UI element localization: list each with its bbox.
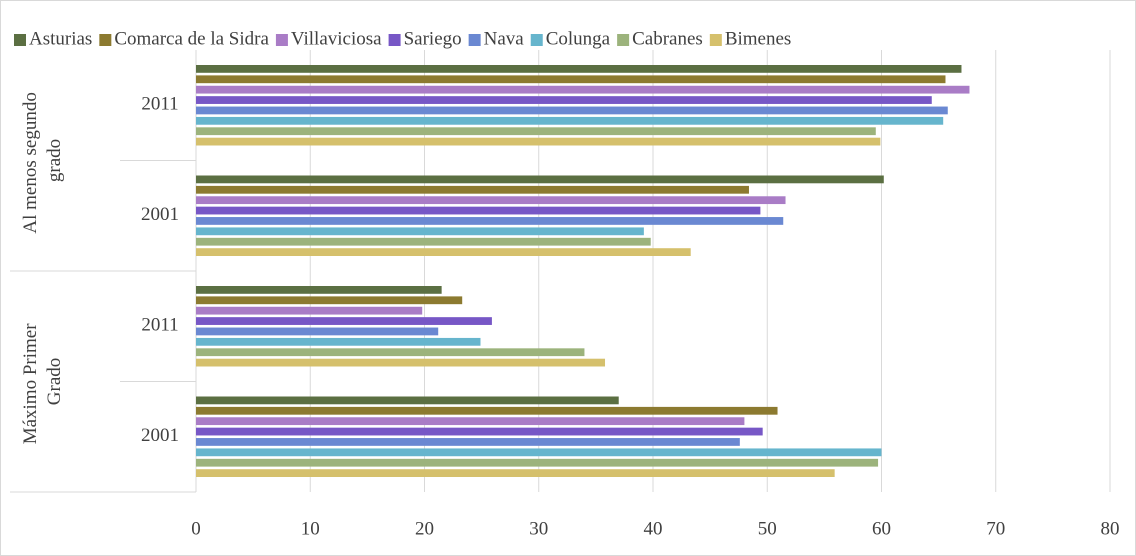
bar <box>196 286 442 294</box>
bar <box>196 469 835 477</box>
x-tick-label: 70 <box>986 518 1005 539</box>
bar <box>196 406 778 415</box>
x-tick-label: 10 <box>301 518 320 539</box>
bar <box>196 227 644 236</box>
y-tick-label: 2001 <box>141 425 179 446</box>
bar <box>196 396 619 405</box>
bar <box>196 358 606 367</box>
bar <box>196 127 876 136</box>
legend-label: Cabranes <box>632 28 703 49</box>
legend-swatch <box>530 34 543 46</box>
bar <box>196 96 932 104</box>
legend-swatch <box>709 34 722 46</box>
bar <box>196 417 745 426</box>
legend-swatch <box>617 34 630 46</box>
bar <box>196 116 944 125</box>
bar <box>196 448 882 457</box>
bar <box>196 185 749 194</box>
bar <box>196 85 970 94</box>
bar <box>196 306 423 315</box>
bar <box>196 106 948 115</box>
x-tick-label: 30 <box>529 518 548 539</box>
y-tick-label: 2011 <box>141 315 178 336</box>
group-label: Al menos segundo grado <box>20 87 65 233</box>
bar <box>196 196 786 205</box>
legend-label: Bimenes <box>725 28 792 49</box>
bar <box>196 317 492 325</box>
bar <box>196 248 691 256</box>
bar <box>196 137 881 146</box>
group-label-line: Al menos segundo <box>20 87 41 233</box>
x-tick-label: 20 <box>415 518 434 539</box>
bar <box>196 296 463 305</box>
legend-label: Sariego <box>404 28 462 49</box>
legend-label: Comarca de la Sidra <box>114 28 269 49</box>
x-tick-label: 60 <box>872 518 891 539</box>
bar <box>196 65 962 73</box>
bar <box>196 237 651 246</box>
y-tick-label: 2011 <box>141 94 178 115</box>
legend-swatch <box>99 34 112 46</box>
bar <box>196 217 784 225</box>
legend-swatch <box>14 34 26 46</box>
legend-label: Asturias <box>29 28 92 49</box>
group-label: Máximo Primer Grado <box>20 319 65 445</box>
group-label-line: Máximo Primer <box>20 319 41 445</box>
x-tick-label: 80 <box>1101 518 1120 539</box>
legend-swatch <box>468 34 481 46</box>
bar <box>196 206 761 215</box>
y-tick-label: 2001 <box>141 204 179 225</box>
x-tick-label: 40 <box>644 518 663 539</box>
group-label-line: Grado <box>44 358 65 405</box>
x-tick-label: 50 <box>758 518 777 539</box>
legend-label: Villaviciosa <box>291 28 382 49</box>
bar <box>196 337 481 346</box>
legend-swatch <box>275 34 288 46</box>
legend-swatch <box>388 34 401 46</box>
bar <box>196 458 879 467</box>
bar <box>196 327 439 336</box>
bar <box>196 348 585 357</box>
bar <box>196 75 946 84</box>
bar <box>196 427 763 436</box>
group-label-line: grado <box>44 139 65 182</box>
legend-label: Colunga <box>546 28 611 49</box>
legend-label: Nava <box>484 28 525 49</box>
x-tick-label: 0 <box>191 518 201 539</box>
bar <box>196 175 884 184</box>
bar <box>196 438 740 446</box>
